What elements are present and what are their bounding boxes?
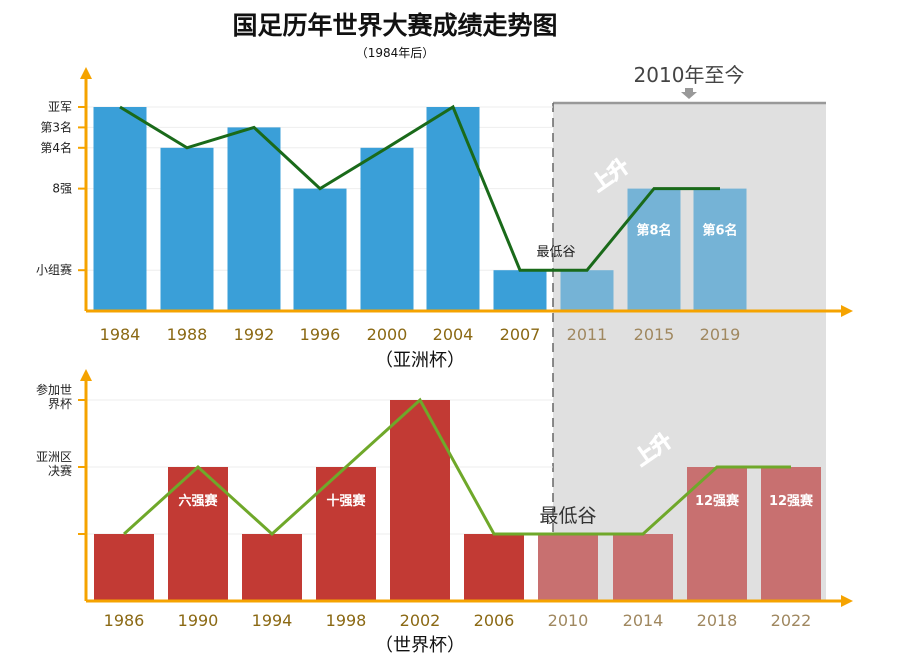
bar bbox=[613, 534, 673, 601]
y-axis-arrow-icon bbox=[80, 369, 92, 381]
chart-subtitle: （1984年后） bbox=[355, 46, 435, 60]
bar bbox=[390, 400, 450, 601]
x-tick-label: 2019 bbox=[700, 325, 741, 344]
x-tick-label: 2015 bbox=[634, 325, 675, 344]
bar-label: 六强赛 bbox=[178, 493, 218, 509]
x-tick-label: 2006 bbox=[474, 611, 515, 630]
y-level-label: 8强 bbox=[52, 182, 72, 196]
x-tick-label: 2000 bbox=[367, 325, 408, 344]
x-tick-label: 1996 bbox=[300, 325, 341, 344]
y-axis-arrow-icon bbox=[80, 67, 92, 79]
x-tick-label: 2004 bbox=[433, 325, 474, 344]
bar bbox=[538, 534, 598, 601]
bar bbox=[693, 188, 747, 311]
y-level-label: 参加世界杯 bbox=[36, 382, 72, 411]
x-tick-label: 1990 bbox=[178, 611, 219, 630]
bar-label: 第8名 bbox=[636, 223, 671, 239]
x-tick-label: 2010 bbox=[548, 611, 589, 630]
trend-line bbox=[119, 104, 720, 272]
y-level-label: 小组赛 bbox=[36, 262, 72, 277]
bar bbox=[93, 107, 147, 311]
low-point-annotation: 最低谷 bbox=[539, 505, 596, 527]
bar bbox=[168, 467, 228, 601]
bar bbox=[227, 127, 281, 312]
x-tick-label: 1998 bbox=[326, 611, 367, 630]
bar bbox=[493, 270, 547, 311]
bar-label: 第6名 bbox=[702, 223, 737, 239]
x-tick-label: 2022 bbox=[771, 611, 812, 630]
x-tick-label: 1992 bbox=[234, 325, 275, 344]
x-axis-arrow-icon bbox=[841, 305, 853, 317]
x-tick-label: 1984 bbox=[100, 325, 141, 344]
bar bbox=[360, 147, 414, 311]
x-tick-label: 1994 bbox=[252, 611, 293, 630]
x-tick-label: 2002 bbox=[400, 611, 441, 630]
bar-label: 十强赛 bbox=[326, 493, 366, 509]
bar bbox=[160, 147, 214, 311]
bar bbox=[627, 188, 681, 311]
bar bbox=[293, 188, 347, 311]
bar bbox=[761, 467, 821, 601]
x-tick-label: 1986 bbox=[104, 611, 145, 630]
bar-label: 12强赛 bbox=[695, 493, 740, 509]
bar-label: 12强赛 bbox=[769, 493, 814, 509]
bar bbox=[94, 534, 154, 601]
y-level-label: 亚洲区决赛 bbox=[36, 450, 72, 478]
panel-title: （世界杯） bbox=[375, 635, 465, 656]
x-tick-label: 1988 bbox=[167, 325, 208, 344]
bar bbox=[560, 270, 614, 311]
bar bbox=[242, 534, 302, 601]
trend-line bbox=[122, 397, 791, 537]
x-tick-label: 2018 bbox=[697, 611, 738, 630]
panel-title: （亚洲杯） bbox=[375, 350, 465, 371]
x-axis-arrow-icon bbox=[841, 595, 853, 607]
y-level-label: 第4名 bbox=[40, 140, 72, 155]
x-tick-label: 2011 bbox=[567, 325, 608, 344]
chart-title: 国足历年世界大赛成绩走势图 bbox=[232, 11, 558, 40]
low-point-annotation: 最低谷 bbox=[536, 245, 575, 260]
bar bbox=[464, 534, 524, 601]
bar bbox=[316, 467, 376, 601]
x-tick-label: 2014 bbox=[623, 611, 664, 630]
down-arrow-icon bbox=[681, 88, 697, 99]
y-level-label: 第3名 bbox=[40, 119, 72, 134]
period-label: 2010年至今 bbox=[634, 63, 745, 87]
x-tick-label: 2007 bbox=[500, 325, 541, 344]
bar bbox=[426, 107, 480, 311]
bar bbox=[687, 467, 747, 601]
y-level-label: 亚军 bbox=[48, 100, 72, 114]
